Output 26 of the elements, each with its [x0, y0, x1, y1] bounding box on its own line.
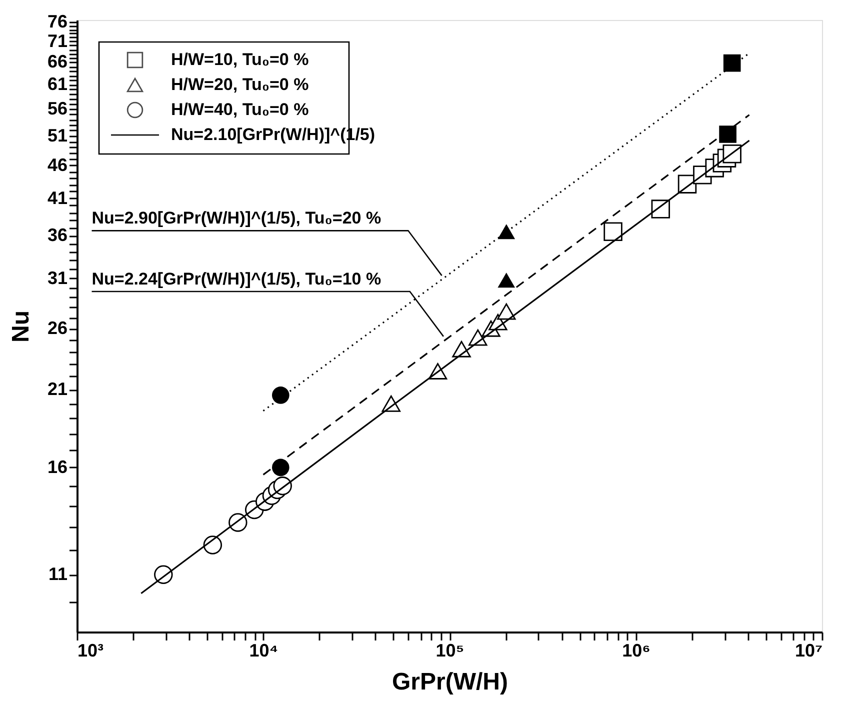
annotation: Nu=2.24[GrPr(W/H)]^(1/5), Tu₀=10 % [92, 270, 382, 289]
y-tick-label: 46 [47, 154, 68, 175]
x-tick-label: 10⁶ [622, 640, 650, 660]
y-tick-label: 41 [47, 188, 68, 208]
y-tick-label: 51 [47, 125, 68, 146]
y-tick-label: 26 [47, 318, 68, 338]
annotation: Nu=2.90[GrPr(W/H)]^(1/5), Tu₀=20 % [92, 208, 382, 228]
y-tick-label: 71 [47, 30, 68, 51]
x-tick-label: 10⁷ [795, 640, 822, 660]
legend-label: H/W=40, Tu₀=0 % [171, 100, 309, 119]
y-tick-label: 16 [47, 456, 68, 477]
legend-label: H/W=20, Tu₀=0 % [171, 75, 309, 94]
y-tick-label: 21 [47, 379, 68, 400]
y-tick-label: 31 [47, 268, 68, 288]
x-tick-label: 10⁴ [249, 640, 278, 660]
x-tick-label: 10⁵ [436, 640, 464, 660]
x-axis-title: GrPr(W/H) [392, 668, 508, 696]
x-tick-label: 10³ [78, 640, 104, 660]
y-tick-label: 11 [48, 564, 68, 584]
y-tick-label: 76 [47, 11, 68, 32]
y-tick-label: 61 [47, 74, 68, 94]
y-axis-title: Nu [7, 310, 34, 342]
y-tick-label: 66 [47, 52, 68, 72]
legend-label: H/W=10, Tu₀=0 % [171, 50, 309, 69]
y-tick-label: 36 [47, 225, 68, 246]
y-tick-label: 56 [47, 98, 68, 119]
